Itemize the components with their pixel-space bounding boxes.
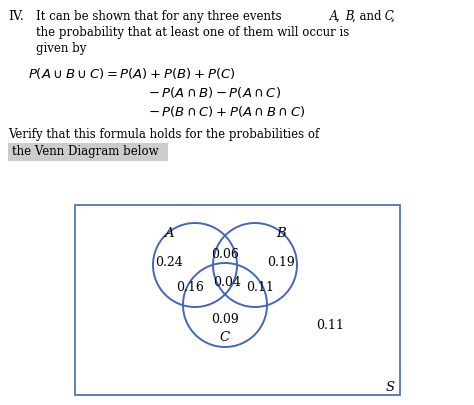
Text: A: A — [326, 10, 338, 23]
Text: 0.19: 0.19 — [267, 256, 295, 269]
FancyBboxPatch shape — [8, 144, 168, 162]
Text: 0.24: 0.24 — [155, 256, 183, 269]
Text: A: A — [164, 227, 174, 240]
Text: Verify that this formula holds for the probabilities of: Verify that this formula holds for the p… — [8, 128, 319, 141]
Text: ,: , — [336, 10, 340, 23]
Text: C: C — [220, 331, 230, 344]
Text: S: S — [385, 381, 394, 394]
Text: IV.: IV. — [8, 10, 24, 23]
Text: 0.11: 0.11 — [246, 281, 274, 294]
Text: B: B — [342, 10, 355, 23]
Text: B: B — [276, 227, 286, 240]
Text: given by: given by — [36, 42, 86, 55]
Text: $-\,P(B\cap C)+P(A\cap B\cap C)$: $-\,P(B\cap C)+P(A\cap B\cap C)$ — [148, 104, 305, 119]
Text: C: C — [381, 10, 394, 23]
Text: 0.11: 0.11 — [316, 319, 344, 332]
Text: 0.06: 0.06 — [211, 247, 239, 260]
Text: 0.04: 0.04 — [213, 275, 241, 288]
Text: $P(A\cup B\cup C) = P(A)+P(B)+P(C)$: $P(A\cup B\cup C) = P(A)+P(B)+P(C)$ — [28, 66, 236, 81]
Text: 0.16: 0.16 — [176, 281, 204, 294]
Text: the Venn Diagram below: the Venn Diagram below — [12, 145, 159, 158]
Text: , and: , and — [352, 10, 382, 23]
Bar — [75, 205, 400, 395]
Text: the probability that at least one of them will occur is: the probability that at least one of the… — [36, 26, 349, 39]
Text: ,: , — [391, 10, 395, 23]
Text: $-\,P(A\cap B)-P(A\cap C)$: $-\,P(A\cap B)-P(A\cap C)$ — [148, 85, 281, 100]
Text: It can be shown that for any three events: It can be shown that for any three event… — [36, 10, 282, 23]
Text: 0.09: 0.09 — [211, 313, 239, 326]
